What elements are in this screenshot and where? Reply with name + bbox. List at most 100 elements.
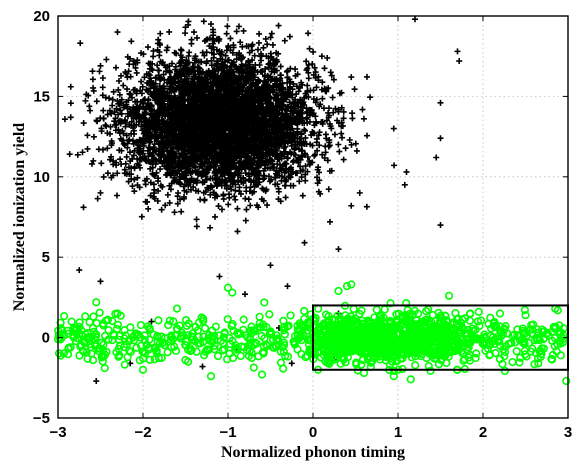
plus-point bbox=[236, 184, 243, 191]
plus-point bbox=[112, 115, 119, 122]
plus-point bbox=[302, 134, 309, 141]
plus-point bbox=[296, 163, 303, 170]
plus-point bbox=[120, 140, 127, 147]
plus-point bbox=[217, 167, 224, 174]
plus-point bbox=[123, 86, 130, 93]
plus-point bbox=[306, 118, 313, 125]
plus-point bbox=[247, 202, 254, 209]
plus-point bbox=[119, 127, 126, 134]
plus-point bbox=[279, 130, 286, 137]
plus-point bbox=[153, 74, 160, 81]
plus-point bbox=[249, 41, 256, 48]
plus-point bbox=[131, 147, 138, 154]
plus-point bbox=[363, 73, 370, 80]
plus-point bbox=[207, 182, 214, 189]
plus-point bbox=[233, 28, 240, 35]
plus-point bbox=[123, 153, 130, 160]
plus-point bbox=[117, 107, 124, 114]
plus-point bbox=[207, 191, 214, 198]
plus-point bbox=[262, 35, 269, 42]
plus-point bbox=[214, 88, 221, 95]
plus-point bbox=[367, 94, 374, 101]
plus-point bbox=[309, 130, 316, 137]
plus-point bbox=[318, 53, 325, 60]
plus-point bbox=[116, 91, 123, 98]
plus-point bbox=[115, 126, 122, 133]
plus-point bbox=[178, 73, 185, 80]
plus-point bbox=[116, 147, 123, 154]
plus-point bbox=[184, 163, 191, 170]
plus-point bbox=[269, 158, 276, 165]
plus-point bbox=[117, 72, 124, 79]
plus-point bbox=[117, 99, 124, 106]
plus-point bbox=[213, 63, 220, 70]
plus-point bbox=[313, 139, 320, 146]
plus-point bbox=[282, 178, 289, 185]
plus-point bbox=[298, 98, 305, 105]
plus-point bbox=[204, 36, 211, 43]
plus-point bbox=[299, 192, 306, 199]
plus-point bbox=[107, 130, 114, 137]
plus-point bbox=[305, 61, 312, 68]
plus-point bbox=[90, 133, 97, 140]
plus-point bbox=[282, 106, 289, 113]
plus-point bbox=[146, 139, 153, 146]
plus-point bbox=[245, 196, 252, 203]
plus-point bbox=[151, 186, 158, 193]
plus-point bbox=[153, 95, 160, 102]
plus-point bbox=[208, 57, 215, 64]
plus-point bbox=[201, 196, 208, 203]
plus-point bbox=[322, 131, 329, 138]
plus-point bbox=[240, 27, 247, 34]
plus-point bbox=[232, 196, 239, 203]
plus-point bbox=[139, 83, 146, 90]
plus-point bbox=[264, 100, 271, 107]
plus-point bbox=[338, 130, 345, 137]
plus-point bbox=[89, 68, 96, 75]
plus-point bbox=[309, 61, 316, 68]
plus-point bbox=[163, 171, 170, 178]
plus-point bbox=[143, 86, 150, 93]
plus-point bbox=[224, 23, 231, 30]
plus-point bbox=[150, 47, 157, 54]
plus-point bbox=[295, 88, 302, 95]
plus-point bbox=[324, 54, 331, 61]
plus-point bbox=[284, 155, 291, 162]
plus-point bbox=[93, 98, 100, 105]
plus-point bbox=[316, 103, 323, 110]
plus-point bbox=[294, 128, 301, 135]
plus-point bbox=[113, 192, 120, 199]
plus-point bbox=[304, 153, 311, 160]
plus-point bbox=[360, 115, 367, 122]
plus-point bbox=[249, 57, 256, 64]
plus-point bbox=[245, 147, 252, 154]
plus-point bbox=[146, 72, 153, 79]
plus-point bbox=[187, 177, 194, 184]
plus-point bbox=[246, 83, 253, 90]
plus-point bbox=[288, 104, 295, 111]
plus-point bbox=[150, 53, 157, 60]
plus-point bbox=[225, 201, 232, 208]
plus-point bbox=[111, 109, 118, 116]
plus-point bbox=[89, 76, 96, 83]
plus-point bbox=[274, 58, 281, 65]
plus-point bbox=[359, 106, 366, 113]
plus-point bbox=[155, 67, 162, 74]
plus-point bbox=[349, 110, 356, 117]
plus-point bbox=[82, 97, 89, 104]
plus-point bbox=[364, 132, 371, 139]
plus-point bbox=[155, 175, 162, 182]
plus-point bbox=[241, 152, 248, 159]
plus-point bbox=[325, 186, 332, 193]
plus-point bbox=[287, 79, 294, 86]
plus-point bbox=[282, 160, 289, 167]
plus-point bbox=[90, 157, 97, 164]
plus-point bbox=[340, 115, 347, 122]
plus-point bbox=[223, 148, 230, 155]
plus-point bbox=[193, 34, 200, 41]
plus-point bbox=[282, 194, 289, 201]
plus-point bbox=[294, 121, 301, 128]
plus-point bbox=[123, 132, 130, 139]
plus-point bbox=[311, 122, 318, 129]
plus-point bbox=[150, 181, 157, 188]
